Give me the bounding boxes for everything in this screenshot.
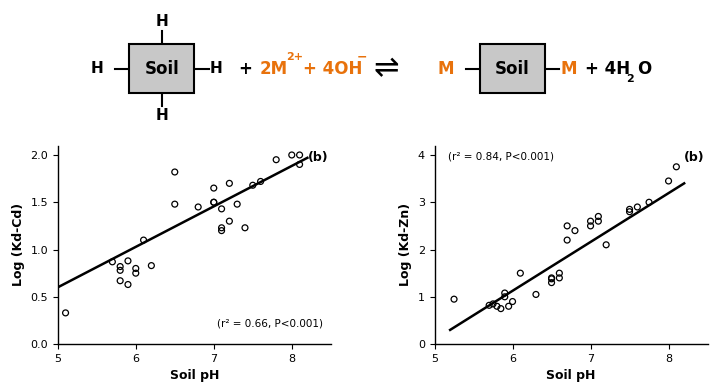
Text: 2M: 2M [259,60,287,78]
Text: (b): (b) [684,151,705,165]
Text: H: H [155,108,168,123]
Point [483,302,495,308]
Point [507,298,518,305]
Point [239,225,251,231]
Point [208,199,219,205]
Point [562,237,573,243]
Point [130,270,142,276]
Point [216,225,227,231]
Point [593,218,604,224]
Point [294,161,305,168]
Point [593,213,604,220]
Point [585,218,596,224]
Point [216,228,227,234]
Text: 2: 2 [626,74,633,84]
Text: H: H [90,61,103,76]
Point [632,204,643,210]
Text: Soil: Soil [495,60,530,78]
Point [624,208,635,215]
Point [216,206,227,212]
Point [60,310,71,316]
Point [546,276,557,282]
FancyBboxPatch shape [129,44,194,93]
Point [448,296,460,302]
Point [271,156,282,163]
Point [255,178,266,185]
Point [643,199,655,205]
Point [585,223,596,229]
Text: H: H [155,14,168,29]
Point [122,282,134,288]
Text: −: − [357,51,367,64]
Text: + 4H: + 4H [586,60,630,78]
Point [169,201,180,207]
Point [671,164,682,170]
Point [114,278,126,284]
Text: M: M [438,60,454,78]
Point [208,185,219,191]
Point [491,303,503,309]
Point [546,280,557,286]
Text: H: H [210,61,222,76]
Text: + 4OH: + 4OH [303,60,362,78]
Point [224,218,235,224]
Text: 2+: 2+ [287,52,303,62]
Y-axis label: Log (Kd-Cd): Log (Kd-Cd) [12,203,25,286]
Point [247,182,258,188]
Point [562,223,573,229]
Point [624,206,635,212]
FancyBboxPatch shape [480,44,545,93]
Point [231,201,243,207]
Point [107,259,118,265]
Text: O: O [638,60,652,78]
Text: +: + [238,60,252,78]
Point [138,237,149,243]
Text: Soil: Soil [144,60,179,78]
X-axis label: Soil pH: Soil pH [170,369,219,382]
Point [294,152,305,158]
Text: (b): (b) [308,151,328,165]
Point [499,290,510,296]
Point [530,291,542,298]
Point [114,264,126,270]
Point [499,294,510,300]
Point [169,169,180,175]
Point [192,204,204,210]
Point [554,270,565,276]
Point [487,301,499,307]
Point [208,199,219,205]
Point [114,267,126,273]
Point [569,228,580,234]
Y-axis label: Log (Kd-Zn): Log (Kd-Zn) [399,203,412,286]
Point [601,242,612,248]
Point [130,265,142,272]
X-axis label: Soil pH: Soil pH [547,369,596,382]
Point [663,178,674,184]
Point [286,152,297,158]
Text: (r² = 0.84, P<0.001): (r² = 0.84, P<0.001) [448,151,554,161]
Point [495,305,507,312]
Point [503,303,514,309]
Point [146,262,157,269]
Point [122,258,134,264]
Text: M: M [561,60,577,78]
Text: (r² = 0.66, P<0.001): (r² = 0.66, P<0.001) [217,318,323,328]
Text: ⇌: ⇌ [373,54,399,83]
Point [515,270,526,276]
Point [546,275,557,281]
Point [224,180,235,187]
Point [554,275,565,281]
